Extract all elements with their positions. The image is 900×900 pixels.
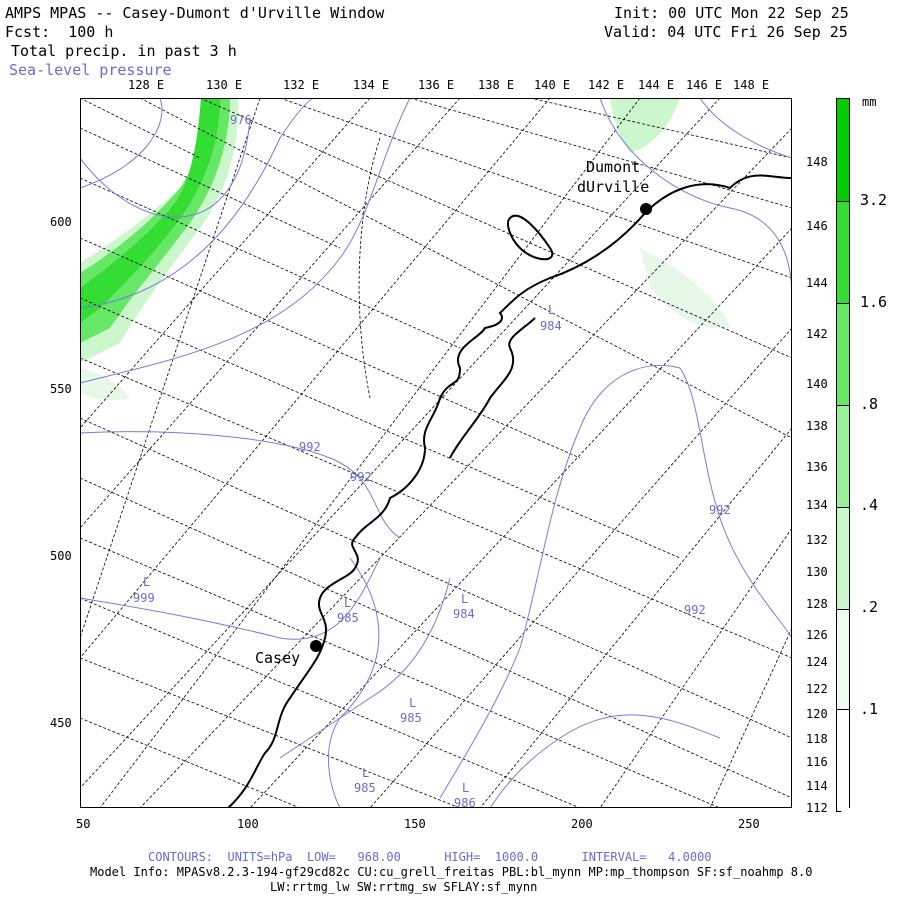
low-marker: L [344,596,352,610]
contour-label: 992 [299,440,321,454]
colorbar-label: .4 [860,496,879,514]
colorbar-label: .8 [860,395,879,413]
casey-marker [310,640,322,652]
y-tick: 450 [50,716,72,730]
model-info-physics: LW:rrtmg_lw SW:rrtmg_sw SFLAY:sf_mynn [270,880,538,894]
colorbar-segment [837,99,849,201]
colorbar-segment [837,303,849,405]
contour-label: 992 [684,603,706,617]
lon-label: 134 E [353,78,390,92]
low-marker: L [548,303,556,317]
field-name: Total precip. in past 3 h [11,42,237,60]
low-marker: L [409,696,417,710]
forecast-hour: Fcst: 100 h [5,23,114,41]
contour-info: CONTOURS: UNITS=hPa LOW= 968.00 HIGH= 10… [148,850,712,864]
valid-time: Valid: 04 UTC Fri 26 Sep 25 [604,23,848,41]
map-canvas [80,98,792,808]
low-marker: L [362,766,370,780]
lon-label: 130 E [206,78,243,92]
x-tick: 50 [76,817,91,831]
contour-label: 992 [350,470,372,484]
colorbar-label: 1.6 [860,293,888,311]
low-marker: L [143,575,151,589]
contour-label: 985 [337,611,359,625]
precip-shading [80,98,730,401]
colorbar-segment [837,709,849,809]
lon-label: 140 E [534,78,571,92]
colorbar [836,98,850,809]
station-label-casey: Casey [255,649,301,667]
slp-contours [80,98,792,808]
y-tick: 600 [50,215,72,229]
lon-label: 144 E [638,78,675,92]
low-marker: L [461,592,469,606]
model-info: Model Info: MPASv8.2.3-194-gf29cd82c CU:… [90,865,813,879]
init-time: Init: 00 UTC Mon 22 Sep 25 [614,4,849,22]
contour-label: 999 [133,591,155,605]
map-title: AMPS MPAS -- Casey-Dumont d'Urville Wind… [5,4,385,22]
lon-label: 146 E [686,78,723,92]
colorbar-segment [837,609,849,709]
contour-label: 984 [453,607,475,621]
map-frame [80,98,792,808]
coastline [227,174,792,808]
lon-label: 136 E [418,78,455,92]
colorbar-segment [837,405,849,507]
contour-label: 992 [709,503,731,517]
x-tick: 150 [404,817,426,831]
lon-label: 128 E [128,78,165,92]
contour-label: 985 [400,711,422,725]
colorbar-label: .1 [860,700,879,718]
x-tick: 250 [738,817,760,831]
low-marker: L [462,781,470,795]
contour-label: 976 [230,113,252,127]
contour-label: 986 [454,796,476,810]
y-tick: 550 [50,382,72,396]
lon-label: 148 E [733,78,770,92]
x-tick: 100 [237,817,259,831]
colorbar-label: 3.2 [860,191,888,209]
lon-label: 142 E [588,78,625,92]
contour-label: 984 [540,319,562,333]
station-label-dumont: Dumont [586,158,641,176]
station-label-durville: dUrville [577,178,650,196]
x-tick: 200 [571,817,593,831]
contour-label: 985 [354,781,376,795]
dumont-durville-marker [640,203,652,215]
overlay-name: Sea-level pressure [9,61,172,79]
lon-label: 138 E [478,78,515,92]
colorbar-label: .2 [860,598,879,616]
y-tick: 500 [50,549,72,563]
graticule [80,98,792,808]
colorbar-segment [837,201,849,303]
lon-label: 132 E [283,78,320,92]
colorbar-segment [837,507,849,609]
colorbar-unit: mm [862,95,877,109]
